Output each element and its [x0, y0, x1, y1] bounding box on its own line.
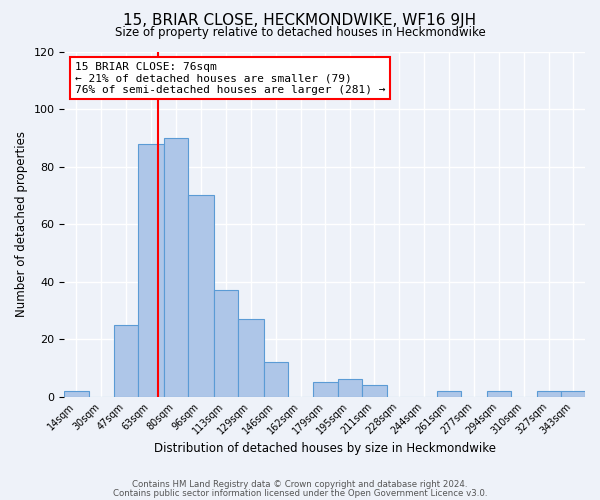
Bar: [338, 380, 362, 396]
Bar: [214, 290, 238, 397]
Text: Contains HM Land Registry data © Crown copyright and database right 2024.: Contains HM Land Registry data © Crown c…: [132, 480, 468, 489]
Text: 15, BRIAR CLOSE, HECKMONDWIKE, WF16 9JH: 15, BRIAR CLOSE, HECKMONDWIKE, WF16 9JH: [124, 12, 476, 28]
Bar: [313, 382, 338, 396]
Text: 15 BRIAR CLOSE: 76sqm
← 21% of detached houses are smaller (79)
76% of semi-deta: 15 BRIAR CLOSE: 76sqm ← 21% of detached …: [75, 62, 385, 95]
Text: Size of property relative to detached houses in Heckmondwike: Size of property relative to detached ho…: [115, 26, 485, 39]
Text: Contains public sector information licensed under the Open Government Licence v3: Contains public sector information licen…: [113, 488, 487, 498]
Bar: [537, 391, 561, 396]
Bar: [487, 391, 511, 396]
Y-axis label: Number of detached properties: Number of detached properties: [15, 131, 28, 317]
Bar: [64, 391, 89, 396]
Bar: [164, 138, 188, 396]
Bar: [114, 324, 139, 396]
Bar: [139, 144, 164, 396]
Bar: [188, 196, 214, 396]
X-axis label: Distribution of detached houses by size in Heckmondwike: Distribution of detached houses by size …: [154, 442, 496, 455]
Bar: [561, 391, 585, 396]
Bar: [437, 391, 461, 396]
Bar: [238, 319, 263, 396]
Bar: [362, 385, 388, 396]
Bar: [263, 362, 288, 396]
